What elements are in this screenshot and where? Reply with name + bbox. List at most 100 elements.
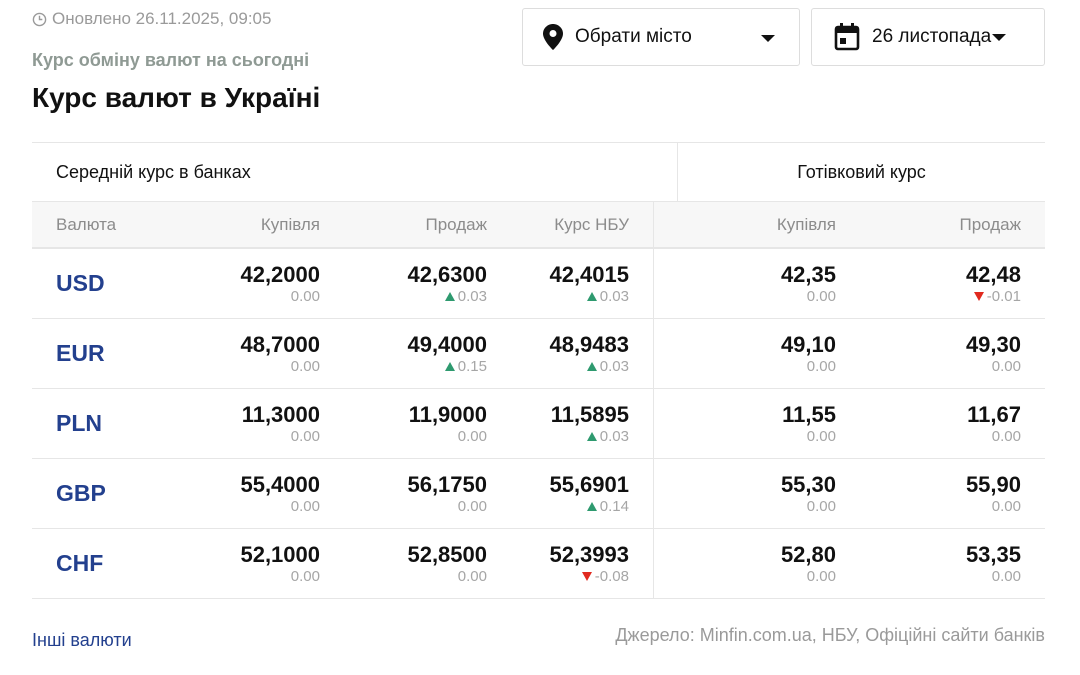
column-header-currency: Валюта bbox=[56, 214, 117, 234]
rate-change-value: 0.03 bbox=[599, 358, 629, 375]
rate-change: 0.00 bbox=[291, 568, 320, 585]
group-banks: Середній курс в банках bbox=[32, 143, 678, 201]
currency-cell: USD bbox=[32, 249, 192, 318]
table-group-header: Середній курс в банках Готівковий курс bbox=[32, 143, 1045, 202]
currency-link[interactable]: USD bbox=[56, 270, 105, 296]
triangle-up-icon bbox=[586, 432, 597, 441]
rate-change-value: 0.00 bbox=[457, 498, 487, 515]
bank-sell-cell: 49,4000 0.15 bbox=[320, 319, 487, 388]
rate-change: 0.03 bbox=[586, 358, 629, 375]
column-header-nbu-rate: Курс НБУ bbox=[487, 202, 654, 247]
date-select[interactable]: 26 листопада bbox=[811, 8, 1045, 66]
cash-sell-cell: 42,48 -0.01 bbox=[836, 249, 1021, 318]
triangle-up-icon bbox=[586, 502, 597, 511]
rate-value: 55,90 bbox=[965, 472, 1021, 497]
rate-change-value: -0.08 bbox=[594, 568, 629, 585]
rate-value: 48,9483 bbox=[549, 332, 629, 357]
bank-sell-cell: 56,1750 0.00 bbox=[320, 459, 487, 528]
rate-change: 0.00 bbox=[807, 358, 836, 375]
rate-change-value: -0.01 bbox=[986, 288, 1021, 305]
rate-value: 42,2000 bbox=[240, 262, 320, 287]
rate-change-value: 0.00 bbox=[457, 428, 487, 445]
rate-change-value: 0.00 bbox=[290, 498, 320, 515]
rate-change-value: 0.00 bbox=[991, 568, 1021, 585]
triangle-up-icon bbox=[586, 362, 597, 371]
rate-change: 0.00 bbox=[807, 568, 836, 585]
currency-link[interactable]: GBP bbox=[56, 480, 106, 506]
triangle-up-icon bbox=[444, 292, 455, 301]
updated-text: Оновлено 26.11.2025, 09:05 bbox=[52, 9, 272, 28]
currency-link[interactable]: CHF bbox=[56, 550, 104, 576]
rate-value: 11,5895 bbox=[550, 402, 629, 427]
rate-value: 42,35 bbox=[780, 262, 836, 287]
nbu-rate-cell: 42,4015 0.03 bbox=[487, 249, 654, 318]
table-row: CHF 52,1000 0.00 52,8500 0.00 52,3993 -0.08 52,… bbox=[32, 529, 1045, 599]
nbu-rate-cell: 55,6901 0.14 bbox=[487, 459, 654, 528]
bank-sell-cell: 42,6300 0.03 bbox=[320, 249, 487, 318]
cash-buy-cell: 55,30 0.00 bbox=[654, 459, 836, 528]
rate-change-value: 0.00 bbox=[806, 568, 836, 585]
table-row: USD 42,2000 0.00 42,6300 0.03 42,4015 0.03 42,3… bbox=[32, 249, 1045, 319]
bank-sell-cell: 52,8500 0.00 bbox=[320, 529, 487, 598]
rate-change-value: 0.00 bbox=[991, 498, 1021, 515]
nbu-rate-cell: 11,5895 0.03 bbox=[487, 389, 654, 458]
currency-link[interactable]: PLN bbox=[56, 410, 102, 436]
page-subtitle: Курс обміну валют на сьогодні bbox=[32, 50, 310, 70]
rate-change: 0.00 bbox=[807, 498, 836, 515]
other-currencies-link[interactable]: Інші валюти bbox=[32, 630, 132, 650]
cash-buy-cell: 42,35 0.00 bbox=[654, 249, 836, 318]
rate-value: 42,48 bbox=[965, 262, 1021, 287]
triangle-down-icon bbox=[581, 572, 592, 581]
cash-sell-cell: 53,35 0.00 bbox=[836, 529, 1021, 598]
rate-change: 0.15 bbox=[444, 358, 487, 375]
column-header-bank-buy: Купівля bbox=[260, 214, 320, 234]
rate-value: 55,6901 bbox=[549, 472, 629, 497]
triangle-down-icon bbox=[973, 292, 984, 301]
bank-sell-cell: 11,9000 0.00 bbox=[320, 389, 487, 458]
city-select[interactable]: Обрати місто bbox=[522, 8, 800, 66]
rate-change: 0.00 bbox=[291, 428, 320, 445]
rate-value: 55,4000 bbox=[240, 472, 320, 497]
rate-change-value: 0.03 bbox=[457, 288, 487, 305]
table-row: GBP 55,4000 0.00 56,1750 0.00 55,6901 0.14 55,3… bbox=[32, 459, 1045, 529]
currency-link[interactable]: EUR bbox=[56, 340, 105, 366]
rate-change-value: 0.00 bbox=[290, 288, 320, 305]
column-header-row: Валюта Купівля Продаж Курс НБУ Купівля Продаж bbox=[32, 202, 1045, 249]
rate-value: 49,4000 bbox=[407, 332, 487, 357]
rate-value: 11,3000 bbox=[241, 402, 320, 427]
exchange-rate-table: Середній курс в банках Готівковий курс В… bbox=[32, 142, 1045, 599]
rate-change-value: 0.14 bbox=[599, 498, 629, 515]
rate-change: -0.08 bbox=[581, 568, 629, 585]
rate-value: 53,35 bbox=[965, 542, 1021, 567]
bank-buy-cell: 55,4000 0.00 bbox=[192, 459, 320, 528]
rate-change: 0.00 bbox=[992, 358, 1021, 375]
rate-change-value: 0.00 bbox=[457, 568, 487, 585]
nbu-rate-cell: 48,9483 0.03 bbox=[487, 319, 654, 388]
cash-buy-cell: 52,80 0.00 bbox=[654, 529, 836, 598]
rate-change-value: 0.00 bbox=[806, 428, 836, 445]
nbu-rate-cell: 52,3993 -0.08 bbox=[487, 529, 654, 598]
rate-value: 42,6300 bbox=[407, 262, 487, 287]
rate-change: 0.03 bbox=[586, 428, 629, 445]
rate-change: 0.14 bbox=[586, 498, 629, 515]
rate-change: 0.03 bbox=[586, 288, 629, 305]
currency-cell: GBP bbox=[32, 459, 192, 528]
calendar-icon bbox=[834, 23, 860, 51]
rate-change: 0.00 bbox=[291, 498, 320, 515]
rate-change-value: 0.00 bbox=[806, 498, 836, 515]
rate-value: 11,67 bbox=[967, 402, 1021, 427]
currency-cell: EUR bbox=[32, 319, 192, 388]
page-title: Курс валют в Україні bbox=[32, 82, 321, 113]
rate-change: -0.01 bbox=[973, 288, 1021, 305]
cash-buy-cell: 11,55 0.00 bbox=[654, 389, 836, 458]
rate-value: 48,7000 bbox=[240, 332, 320, 357]
triangle-up-icon bbox=[586, 292, 597, 301]
rate-change: 0.03 bbox=[444, 288, 487, 305]
rate-value: 52,3993 bbox=[549, 542, 629, 567]
rate-change: 0.00 bbox=[807, 428, 836, 445]
rate-change-value: 0.00 bbox=[806, 358, 836, 375]
rate-value: 11,55 bbox=[782, 402, 836, 427]
bank-buy-cell: 52,1000 0.00 bbox=[192, 529, 320, 598]
bank-buy-cell: 48,7000 0.00 bbox=[192, 319, 320, 388]
updated-info: Оновлено 26.11.2025, 09:05 bbox=[32, 9, 271, 29]
